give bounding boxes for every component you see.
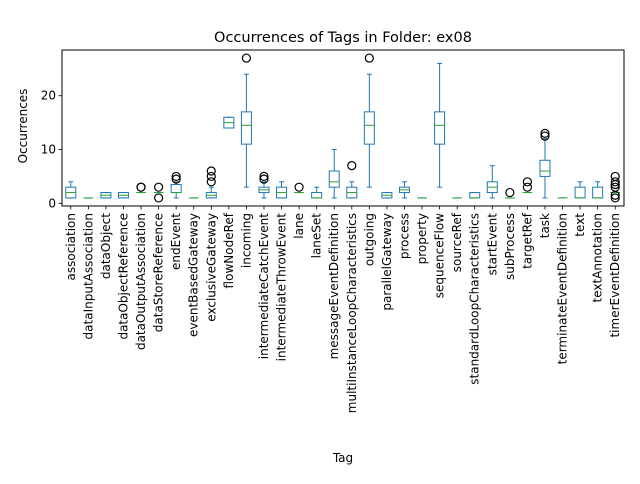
outlier-point	[540, 131, 550, 141]
x-tick-label: text	[573, 213, 587, 237]
x-tick-label: endEvent	[169, 213, 183, 270]
x-tick-label: lane	[292, 213, 306, 239]
y-axis-label: Occurrences	[16, 89, 30, 164]
box-messageEventDefinition	[328, 170, 340, 188]
x-tick-label: subProcess	[503, 213, 517, 280]
outlier-point	[610, 177, 620, 187]
outlier-point	[153, 193, 164, 203]
x-tick-label: dataObject	[99, 213, 113, 279]
x-tick-label: dataOutputAssociation	[134, 213, 148, 350]
outlier-point	[136, 182, 146, 192]
outlier-point	[522, 177, 533, 187]
outlier-point	[206, 171, 216, 182]
outlier-point	[259, 171, 269, 182]
axes-frame	[61, 49, 625, 207]
x-tick-label: incoming	[239, 213, 253, 268]
outlier-point	[364, 53, 374, 63]
x-tick-label: task	[538, 213, 552, 238]
outlier-point	[206, 177, 216, 187]
x-tick-label: targetRef	[520, 212, 534, 269]
y-tick-label: 10	[41, 143, 56, 157]
outlier-point	[171, 174, 181, 184]
outlier-point	[610, 193, 620, 203]
x-tick-label: property	[415, 213, 429, 264]
outlier-point	[294, 182, 304, 192]
x-tick-label: flowNodeRef	[222, 212, 236, 288]
x-tick-label: startEvent	[485, 213, 499, 276]
x-tick-label: textAnnotation	[591, 213, 605, 303]
x-tick-label: outgoing	[362, 213, 376, 266]
x-tick-label: sequenceFlow	[433, 213, 447, 298]
chart-title: Occurrences of Tags in Folder: ex08	[214, 30, 472, 46]
x-axis-label: Tag	[332, 451, 353, 465]
x-tick-label: timerEventDefinition	[608, 213, 622, 338]
box-outgoing	[363, 111, 375, 145]
box-task	[539, 159, 551, 177]
x-tick-label: laneSet	[310, 213, 324, 259]
x-tick-label: standardLoopCharacteristics	[468, 213, 482, 385]
outlier-point	[610, 190, 620, 200]
x-tick-label: dataStoreReference	[152, 213, 166, 332]
outlier-point	[540, 128, 550, 138]
x-tick-label: messageEventDefinition	[327, 213, 341, 359]
x-tick-label: association	[64, 213, 78, 280]
x-tick-label: dataObjectReference	[116, 213, 130, 340]
x-tick-label: intermediateThrowEvent	[275, 213, 289, 362]
x-tick-label: sourceRef	[450, 212, 464, 272]
x-tick-label: exclusiveGateway	[204, 213, 218, 322]
outlier-point	[153, 182, 164, 192]
plot-area: 0 10 20 association dataInputAssociation data…	[41, 53, 622, 413]
x-tick-label: intermediateCatchEvent	[257, 213, 271, 360]
outlier-point	[347, 161, 357, 171]
box-sequenceFlow	[434, 111, 446, 145]
x-tick-label: eventBasedGateway	[187, 213, 201, 337]
outlier-point	[206, 166, 216, 176]
outlier-point	[171, 171, 181, 182]
x-tick-label: dataInputAssociation	[81, 213, 95, 339]
outlier-point	[522, 182, 533, 192]
outlier-point	[610, 179, 620, 190]
outlier-point	[259, 174, 269, 184]
x-tick-label: parallelGateway	[380, 213, 394, 311]
y-tick-label: 20	[41, 89, 56, 103]
x-tick-label: multiInstanceLoopCharacteristics	[345, 213, 359, 413]
box-incoming	[240, 111, 252, 145]
x-tick-label: process	[397, 213, 411, 259]
outlier-point	[505, 187, 515, 198]
y-tick-label: 0	[48, 196, 56, 210]
outlier-point	[241, 53, 252, 63]
x-tick-label: terminateEventDefinition	[556, 213, 570, 364]
